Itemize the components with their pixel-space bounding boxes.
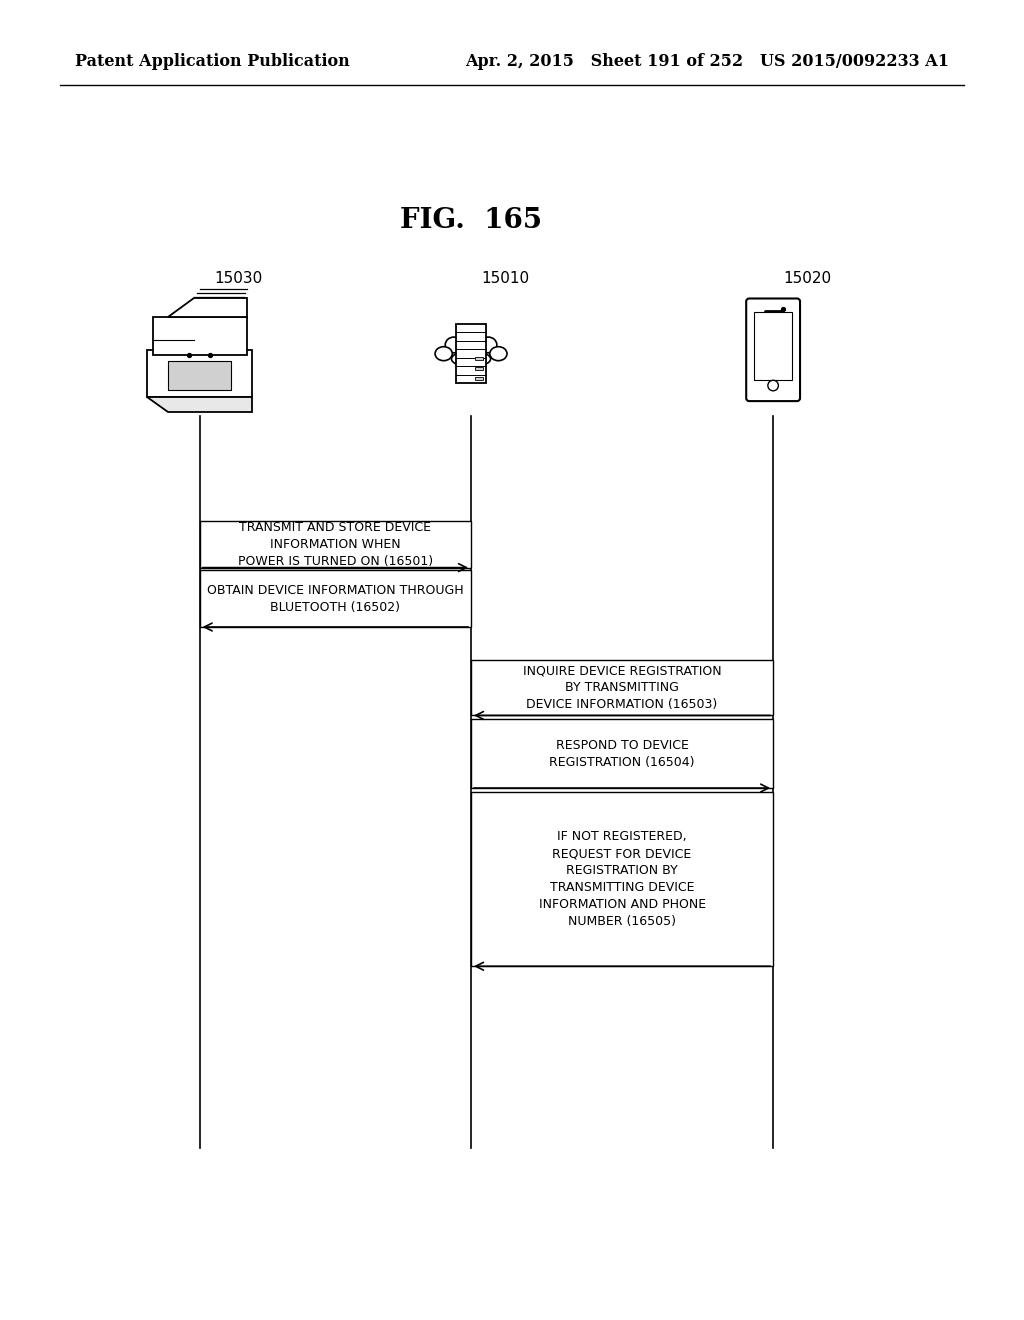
- Ellipse shape: [489, 347, 507, 360]
- Text: OBTAIN DEVICE INFORMATION THROUGH
BLUETOOTH (16502): OBTAIN DEVICE INFORMATION THROUGH BLUETO…: [207, 583, 464, 614]
- Text: FIG.  165: FIG. 165: [400, 206, 542, 234]
- Text: IF NOT REGISTERED,
REQUEST FOR DEVICE
REGISTRATION BY
TRANSMITTING DEVICE
INFORM: IF NOT REGISTERED, REQUEST FOR DEVICE RE…: [539, 830, 706, 928]
- FancyBboxPatch shape: [746, 298, 800, 401]
- Bar: [755, 312, 792, 380]
- Bar: [475, 367, 483, 370]
- Circle shape: [768, 380, 778, 391]
- Ellipse shape: [479, 337, 497, 352]
- Bar: [475, 378, 483, 380]
- Bar: [456, 323, 486, 383]
- Bar: [153, 317, 247, 355]
- Polygon shape: [147, 397, 252, 412]
- Bar: [147, 350, 252, 397]
- Text: 15030: 15030: [215, 272, 263, 286]
- Text: TRANSMIT AND STORE DEVICE
INFORMATION WHEN
POWER IS TURNED ON (16501): TRANSMIT AND STORE DEVICE INFORMATION WH…: [238, 521, 433, 568]
- Ellipse shape: [435, 347, 453, 360]
- Bar: [471, 660, 773, 715]
- Text: 15020: 15020: [783, 272, 831, 286]
- Ellipse shape: [460, 329, 482, 348]
- Text: RESPOND TO DEVICE
REGISTRATION (16504): RESPOND TO DEVICE REGISTRATION (16504): [549, 739, 695, 768]
- Bar: [471, 792, 773, 966]
- Bar: [168, 362, 231, 389]
- Polygon shape: [168, 297, 247, 317]
- Ellipse shape: [452, 351, 490, 367]
- Bar: [200, 521, 471, 568]
- Ellipse shape: [445, 337, 463, 352]
- Bar: [471, 719, 773, 788]
- Text: Patent Application Publication: Patent Application Publication: [75, 54, 350, 70]
- Text: 15010: 15010: [481, 272, 529, 286]
- Text: Apr. 2, 2015   Sheet 191 of 252   US 2015/0092233 A1: Apr. 2, 2015 Sheet 191 of 252 US 2015/00…: [465, 54, 949, 70]
- Bar: [475, 358, 483, 360]
- Text: INQUIRE DEVICE REGISTRATION
BY TRANSMITTING
DEVICE INFORMATION (16503): INQUIRE DEVICE REGISTRATION BY TRANSMITT…: [523, 664, 721, 711]
- Bar: [200, 570, 471, 627]
